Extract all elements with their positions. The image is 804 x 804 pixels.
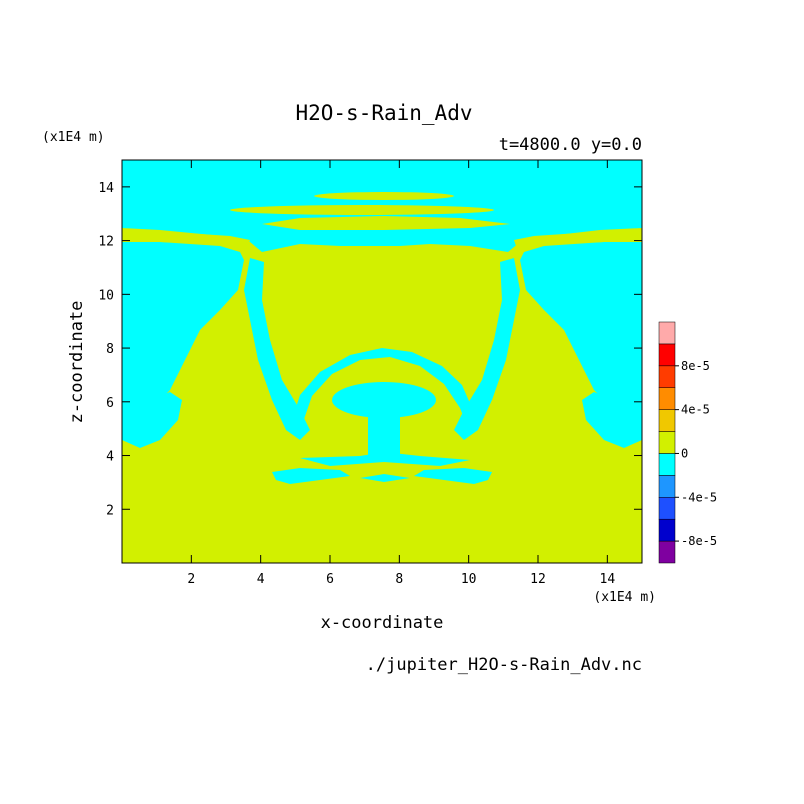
y-tick-label: 8: [106, 342, 114, 357]
lower-streak-center: [300, 452, 470, 466]
colorbar-swatch: [658, 518, 676, 542]
axes: 2 4 6 8 10 12 14 2 4 6 8 10 12 14: [98, 160, 642, 587]
plot-area: [121, 159, 643, 564]
colorbar-tick-label: 4e-5: [681, 403, 710, 417]
chart-subtitle: t=4800.0 y=0.0: [499, 135, 642, 155]
bottom-streak: [360, 474, 410, 482]
y-tick-label: 2: [106, 503, 114, 518]
colorbar-swatch: [658, 365, 676, 388]
colorbar-swatch: [658, 497, 676, 520]
lower-lens: [262, 216, 510, 230]
chart-title: H2O-s-Rain_Adv: [295, 101, 472, 125]
lower-streak-left: [272, 468, 350, 484]
colorbar-swatch: [658, 321, 676, 345]
y-axis-label: z-coordinate: [67, 301, 87, 424]
y-tick-label: 6: [106, 396, 114, 411]
left-lower-cyan: [122, 392, 182, 448]
x-tick-label: 2: [187, 572, 195, 587]
colorbar-swatch: [658, 431, 676, 454]
mid-lens: [230, 205, 494, 215]
left-inner-channel: [244, 258, 310, 440]
plot-frame: [121, 159, 643, 564]
top-lens: [314, 192, 454, 200]
left-outer-cyan: [122, 240, 244, 430]
colorbar-tick-label: -4e-5: [681, 490, 717, 504]
lower-streak-right: [414, 468, 492, 484]
y-tick-label: 12: [98, 235, 114, 250]
right-inner-channel: [454, 258, 520, 440]
colorbar-swatch: [658, 540, 676, 564]
y-tick-label: 10: [98, 288, 114, 303]
x-tick-label: 12: [530, 572, 546, 587]
colorbar-swatch: [658, 387, 676, 410]
upper-band-left: [122, 230, 250, 246]
x-tick-label: 10: [461, 572, 477, 587]
colorbar-tick-label: 8e-5: [681, 359, 710, 373]
mushroom-cap: [332, 382, 436, 418]
x-tick-label: 4: [257, 572, 265, 587]
colorbar-tick-label: 0: [681, 446, 688, 460]
central-arch: [292, 348, 478, 428]
mushroom-stem: [368, 405, 400, 455]
colorbar-swatch: [658, 343, 676, 367]
colorbar-tick-label: -8e-5: [681, 534, 717, 548]
colorbar: 8e-5 4e-5 0 -4e-5 -8e-5: [658, 321, 717, 564]
upper-band-right: [514, 230, 642, 246]
y-tick-label: 14: [98, 181, 114, 196]
colorbar-swatch: [658, 475, 676, 498]
colorbar-swatch: [658, 453, 676, 476]
x-tick-label: 8: [395, 572, 403, 587]
x-tick-label: 14: [600, 572, 616, 587]
x-axis-label: x-coordinate: [321, 613, 444, 633]
right-outer-cyan: [520, 240, 642, 430]
x-unit-label: (x1E4 m): [593, 590, 656, 605]
footer-filename: ./jupiter_H2O-s-Rain_Adv.nc: [366, 655, 642, 675]
right-lower-cyan: [582, 392, 642, 448]
colorbar-swatch: [658, 409, 676, 432]
y-unit-label: (x1E4 m): [42, 130, 105, 145]
y-tick-label: 4: [106, 450, 114, 465]
x-tick-label: 6: [326, 572, 334, 587]
upper-positive-features: [122, 192, 642, 246]
